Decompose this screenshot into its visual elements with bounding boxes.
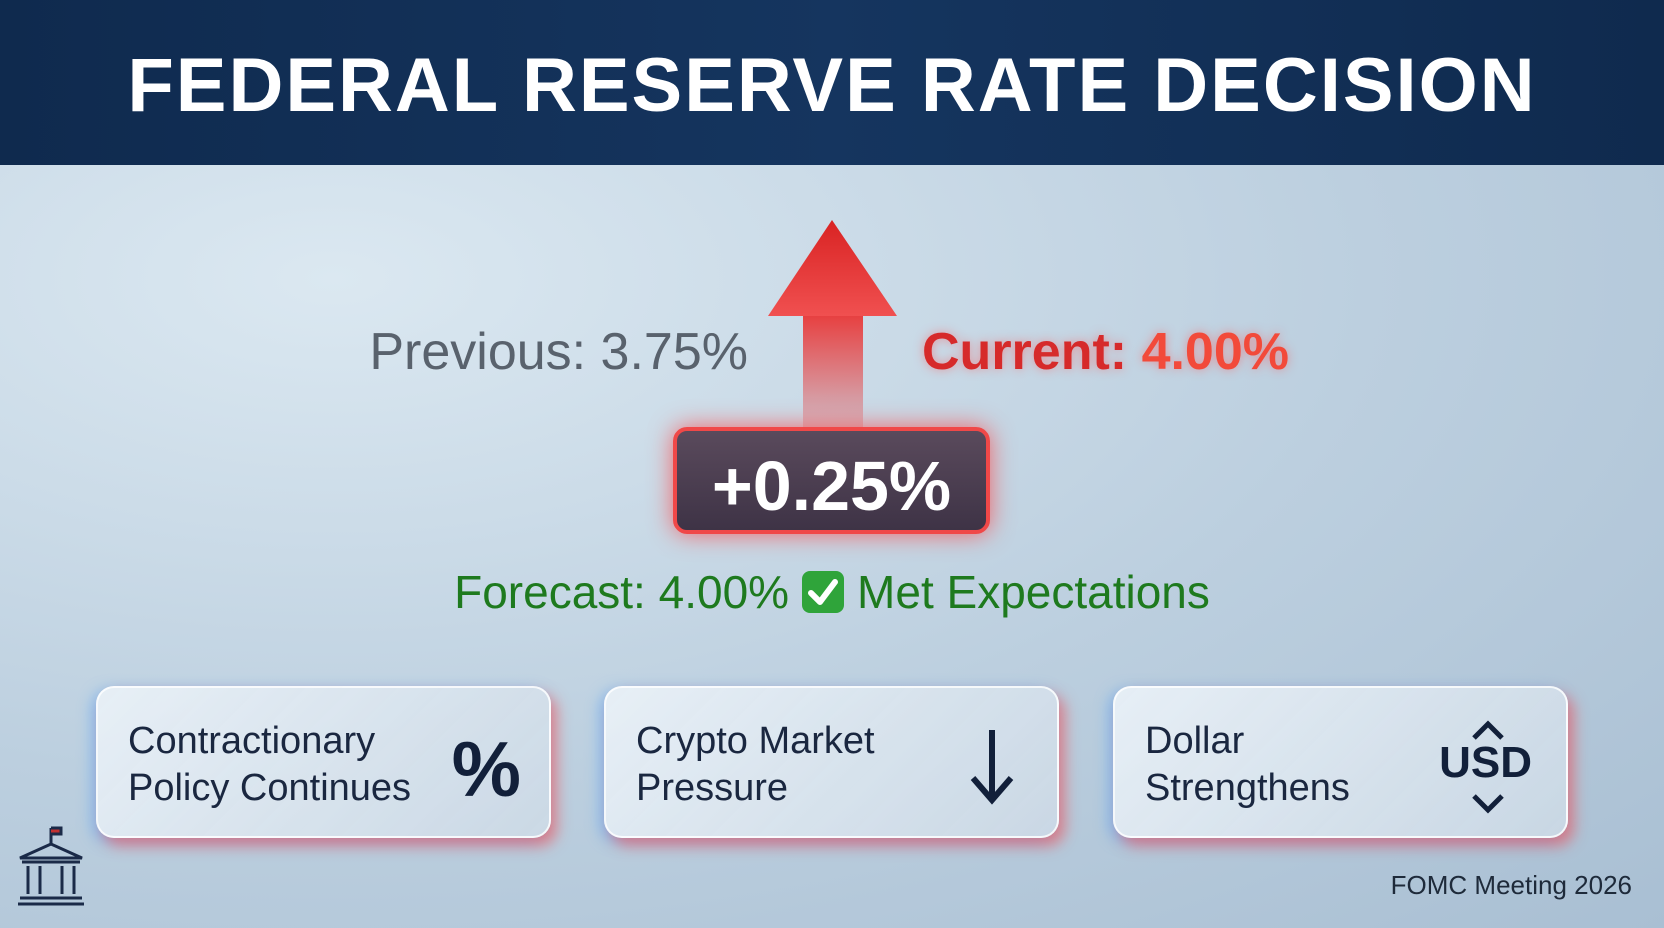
card-line: Policy Continues xyxy=(128,767,412,809)
previous-rate: Previous: 3.75% xyxy=(369,323,748,381)
card-icon: USD xyxy=(1439,738,1532,787)
card-line: Contractionary xyxy=(128,720,376,762)
card-line: Dollar xyxy=(1145,720,1245,762)
updown-arrows xyxy=(1472,720,1504,814)
current-value: 4.00% xyxy=(1141,323,1290,381)
forecast: Forecast: 4.00% xyxy=(454,566,790,618)
card-icon: % xyxy=(451,725,521,813)
change-badge xyxy=(673,427,990,534)
card-text: Crypto Market Pressure xyxy=(636,718,875,812)
current-label: Current: xyxy=(922,323,1128,381)
card: Contractionary Policy Continues % xyxy=(96,686,551,838)
up-arrow xyxy=(768,220,897,435)
card-line: Pressure xyxy=(636,767,789,809)
forecast-row: Forecast: 4.00% Met Expectations xyxy=(0,565,1664,619)
outcome: Met Expectations xyxy=(857,566,1210,618)
card-text: Dollar Strengthens xyxy=(1145,718,1350,812)
down-arrow-icon xyxy=(970,730,1014,805)
current-rate: Current: 4.00% xyxy=(922,322,1289,382)
card-line: Strengthens xyxy=(1145,767,1350,809)
rate-change: +0.25% xyxy=(711,447,952,525)
title: FEDERAL RESERVE RATE DECISION xyxy=(127,43,1537,128)
card-line: Crypto Market xyxy=(636,720,875,762)
footer-note: FOMC Meeting 2026 xyxy=(1390,870,1632,900)
bank-icon xyxy=(18,826,84,906)
card: Dollar Strengthens USD xyxy=(1113,686,1568,838)
card-text: Contractionary Policy Continues xyxy=(128,718,411,812)
header xyxy=(0,0,1664,165)
card: Crypto Market Pressure xyxy=(604,686,1059,838)
check-icon xyxy=(802,571,845,613)
